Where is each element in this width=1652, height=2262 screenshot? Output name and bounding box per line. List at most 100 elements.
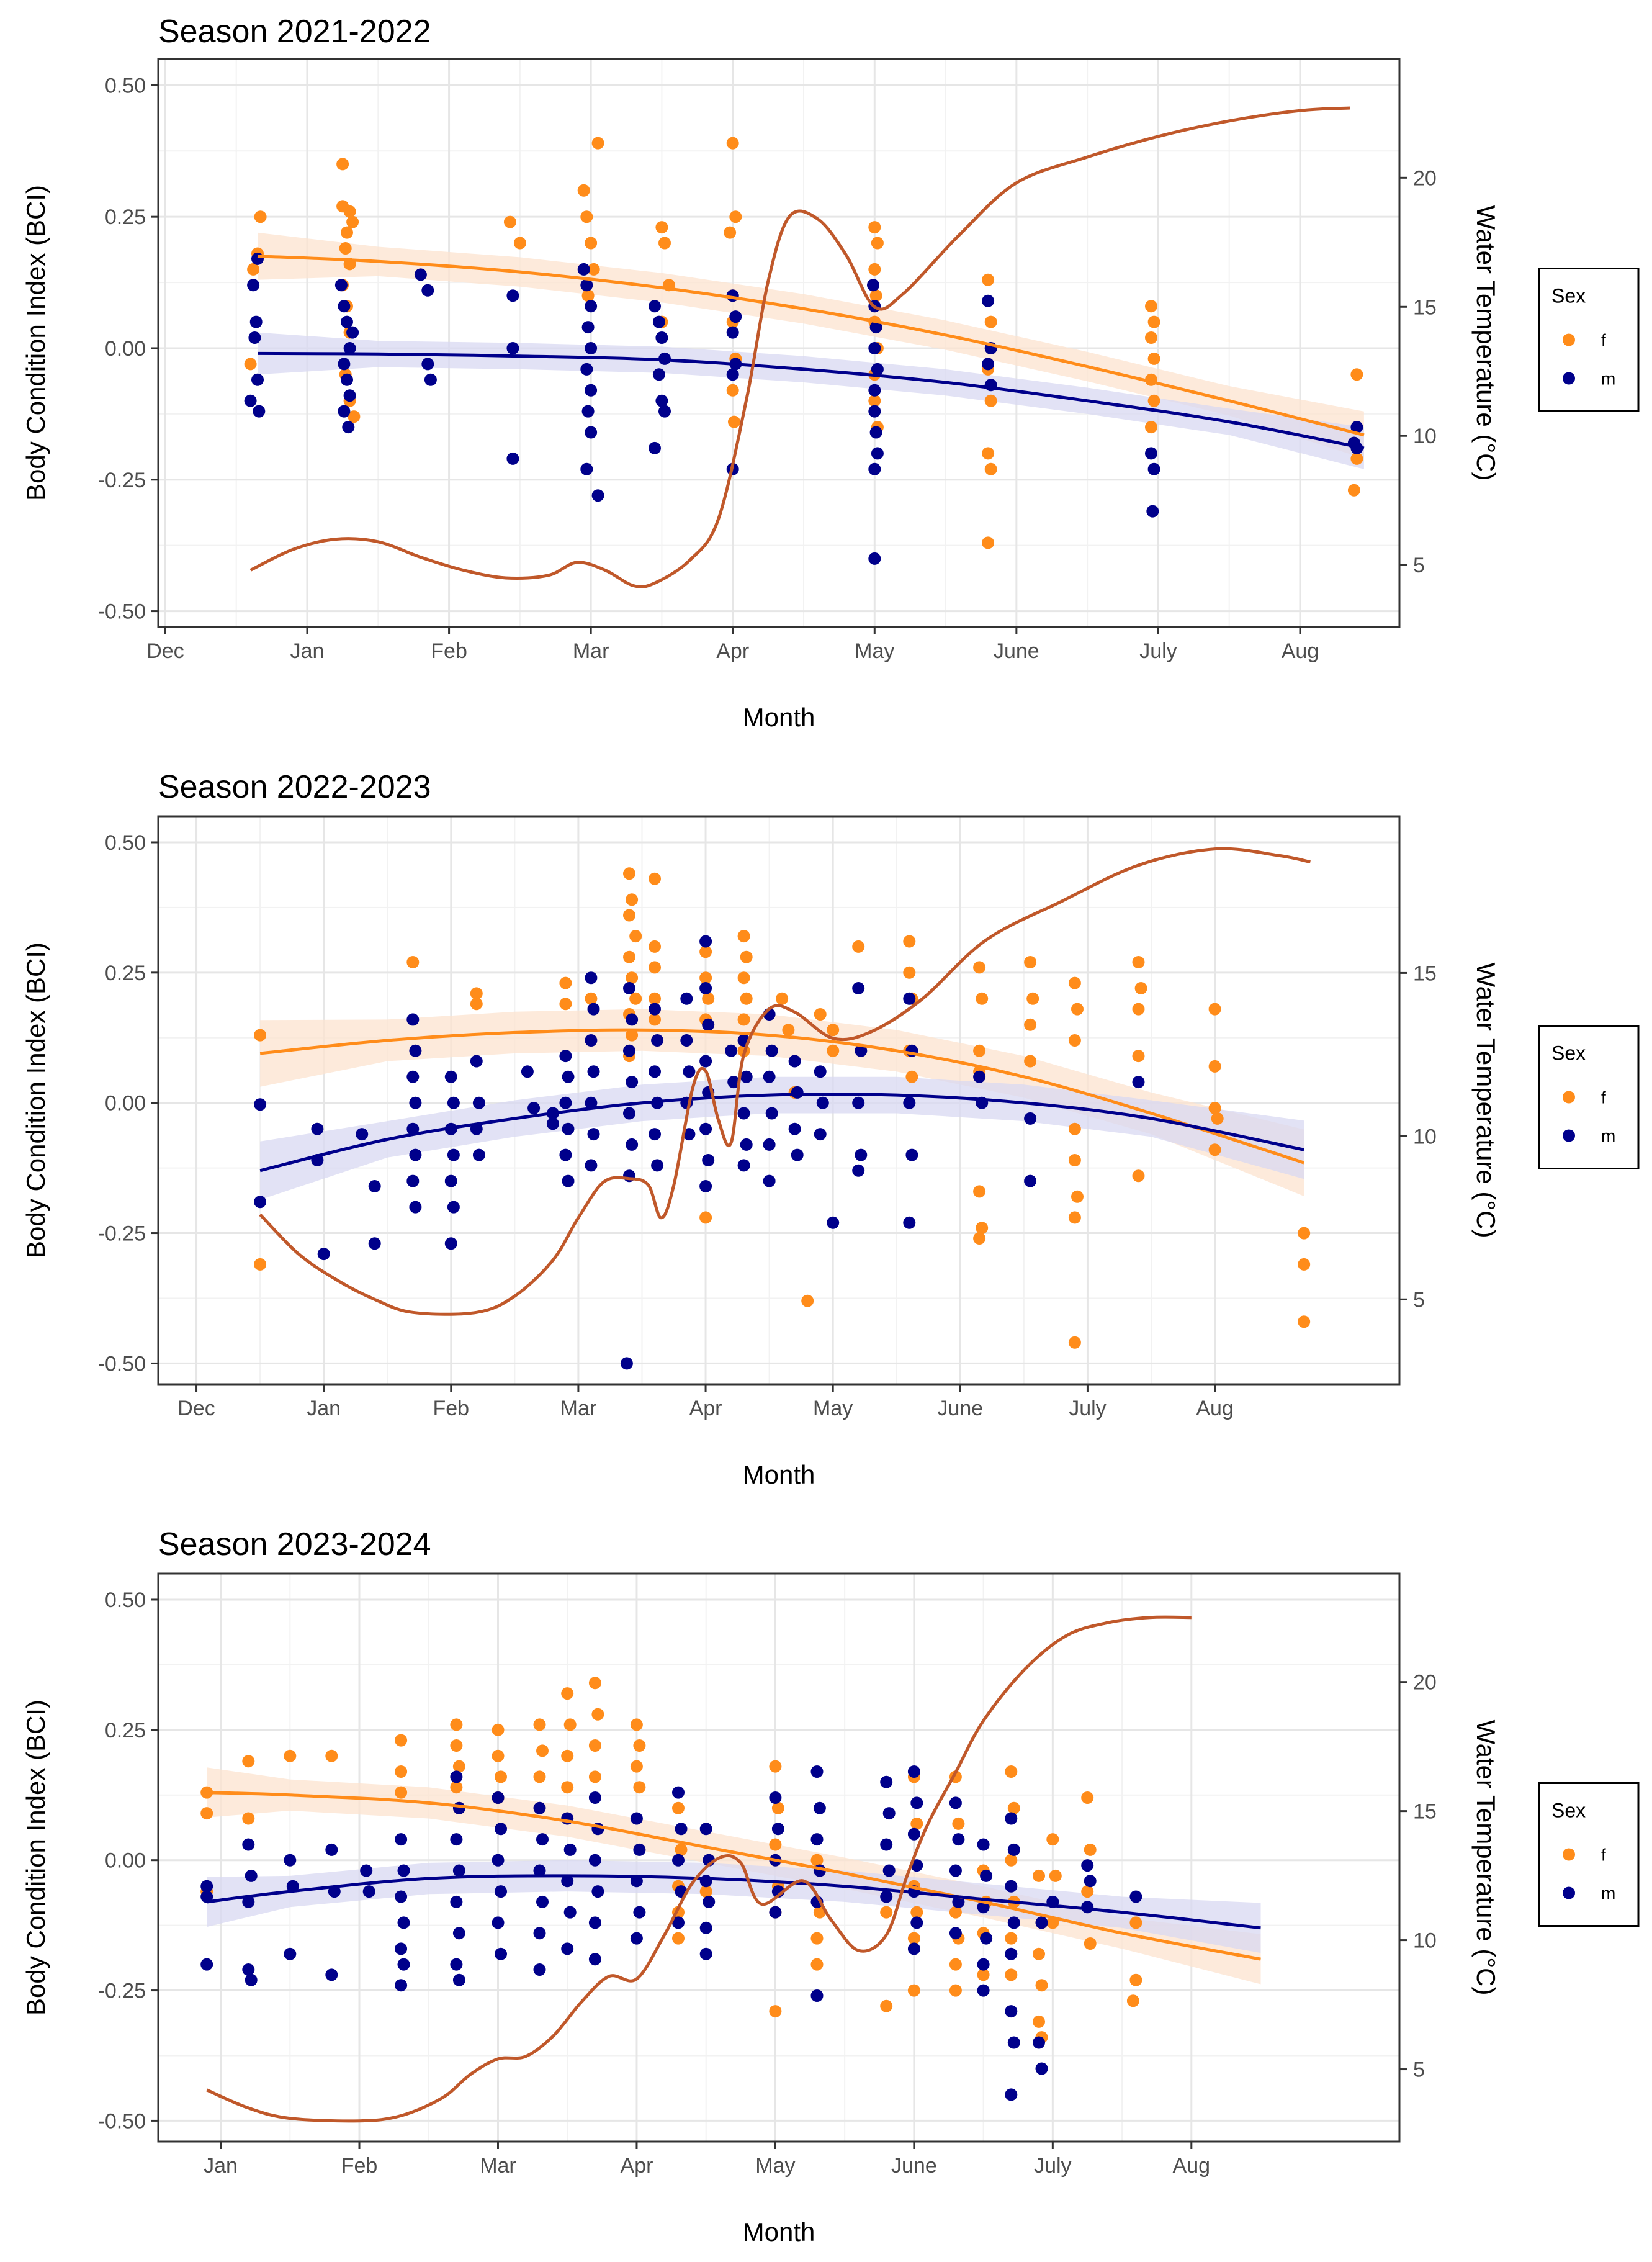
data-point-m	[343, 389, 356, 402]
data-point-m	[649, 441, 661, 454]
data-point-f	[1035, 1979, 1048, 1992]
data-point-m	[626, 1138, 639, 1151]
legend-key-m	[1563, 1129, 1575, 1142]
data-point-m	[242, 1963, 255, 1976]
data-point-m	[577, 263, 590, 276]
y2-tick-label: 10	[1413, 425, 1437, 448]
data-point-f	[699, 1885, 712, 1898]
data-point-m	[1084, 1875, 1097, 1888]
data-point-m	[1007, 1843, 1020, 1856]
data-point-m	[1129, 1890, 1142, 1903]
data-point-m	[652, 315, 665, 328]
data-point-f	[1024, 1018, 1037, 1031]
data-point-m	[683, 1128, 696, 1141]
data-point-m	[585, 426, 598, 439]
data-point-m	[675, 1823, 688, 1836]
data-point-m	[536, 1833, 549, 1846]
data-point-f	[1129, 1973, 1142, 1986]
data-point-f	[1005, 1854, 1018, 1867]
data-point-m	[702, 1018, 715, 1031]
x-tick-label: July	[1069, 1397, 1106, 1420]
data-point-m	[649, 1003, 661, 1016]
data-point-m	[810, 1833, 824, 1846]
water-temperature-line	[259, 847, 1311, 1316]
data-point-m	[580, 279, 593, 292]
data-point-m	[242, 1895, 255, 1908]
data-point-f	[949, 1906, 962, 1919]
data-point-f	[910, 1817, 923, 1830]
data-point-m	[977, 1958, 990, 1971]
data-point-m	[254, 1098, 267, 1111]
data-point-m	[368, 1180, 381, 1192]
data-point-f	[702, 992, 715, 1005]
data-point-f	[1208, 1102, 1221, 1115]
data-point-f	[868, 394, 881, 407]
data-point-m	[342, 421, 355, 434]
data-point-m	[444, 1237, 457, 1250]
data-point-m	[982, 294, 995, 307]
data-point-m	[588, 1953, 601, 1966]
data-point-m	[769, 1791, 782, 1804]
data-point-m	[816, 1096, 829, 1109]
data-point-m	[763, 1174, 776, 1187]
legend-key-f	[1563, 333, 1575, 346]
data-point-m	[882, 1807, 896, 1820]
data-point-m	[903, 992, 916, 1005]
panel-season-2022-2023: Season 2022-2023 0.50 0.25 0.00 -0.25 -0.50 15…	[21, 769, 1640, 1489]
data-point-f	[587, 263, 600, 276]
data-point-m	[492, 1916, 505, 1929]
data-point-m	[788, 1055, 801, 1068]
data-point-f	[675, 1843, 688, 1856]
data-point-m	[284, 1947, 297, 1960]
data-point-m	[672, 1786, 685, 1799]
data-point-m	[788, 1122, 801, 1135]
y2-axis-label: Water Temperature (°C)	[1471, 1720, 1501, 1996]
data-point-f	[470, 987, 483, 1000]
legend-key-f	[1563, 1848, 1575, 1861]
data-point-m	[868, 552, 881, 565]
data-point-f	[984, 394, 997, 407]
data-point-m	[699, 1180, 712, 1192]
trend-line-f	[207, 1791, 1261, 1961]
y2-axis-label: Water Temperature (°C)	[1471, 963, 1501, 1238]
data-point-m	[699, 1947, 712, 1960]
data-point-f	[871, 237, 884, 250]
legend-label-m: m	[1601, 1127, 1615, 1146]
data-point-m	[450, 1770, 463, 1783]
data-point-m	[949, 1796, 962, 1809]
data-point-f	[1298, 1227, 1311, 1240]
data-point-f	[649, 1013, 661, 1026]
y2-tick-label: 20	[1413, 1671, 1437, 1695]
data-point-m	[395, 1942, 408, 1955]
data-point-f	[1211, 1112, 1224, 1125]
data-point-m	[1024, 1174, 1037, 1187]
data-point-m	[406, 1013, 420, 1026]
data-point-m	[587, 1065, 600, 1078]
data-point-f	[907, 1984, 920, 1997]
data-point-f	[348, 410, 361, 423]
data-point-f	[649, 961, 661, 974]
data-point-f	[630, 1718, 643, 1731]
data-point-f	[1068, 976, 1081, 989]
data-point-m	[450, 1895, 463, 1908]
data-point-m	[651, 1034, 664, 1047]
data-point-m	[334, 279, 348, 292]
data-point-f	[533, 1718, 546, 1731]
data-point-f	[801, 1294, 814, 1307]
data-point-m	[1035, 1916, 1048, 1929]
data-point-m	[765, 1044, 778, 1057]
data-point-f	[1049, 1869, 1062, 1882]
data-point-f	[649, 992, 661, 1005]
data-point-f	[699, 1211, 712, 1224]
legend-key-m	[1563, 1886, 1575, 1899]
legend-label-f: f	[1601, 331, 1606, 350]
data-point-f	[1068, 1122, 1081, 1135]
data-point-m	[562, 1070, 575, 1083]
data-point-m	[977, 1984, 990, 1997]
data-point-f	[699, 945, 712, 958]
data-point-m	[791, 1086, 804, 1099]
y-tick-label: 0.25	[105, 1719, 146, 1742]
data-point-f	[973, 1232, 986, 1245]
data-point-f	[1071, 1190, 1084, 1203]
data-point-m	[452, 1973, 465, 1986]
